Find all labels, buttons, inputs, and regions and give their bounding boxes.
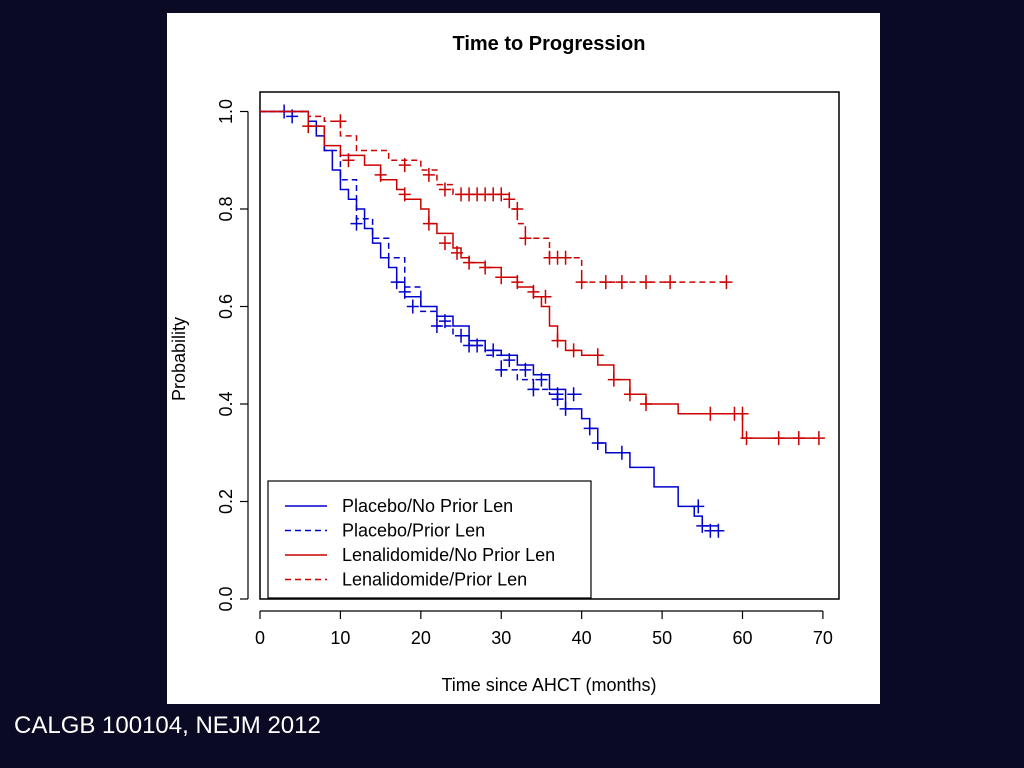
censor-mark xyxy=(664,275,677,290)
censor-mark xyxy=(519,362,532,377)
censor-mark xyxy=(390,275,403,290)
plot-panel: Time to Progression 0 10 20 30 40 50 60 70 0.0 0… xyxy=(167,13,880,704)
x-tick-label: 0 xyxy=(255,628,265,648)
censor-mark xyxy=(374,167,387,182)
censor-mark xyxy=(812,431,825,446)
censor-mark xyxy=(479,260,492,275)
series-3 xyxy=(260,110,825,446)
censor-mark xyxy=(591,348,604,363)
x-tick-label: 60 xyxy=(732,628,752,648)
censor-mark xyxy=(772,431,785,446)
censor-mark xyxy=(527,284,540,299)
y-tick-label: 0.6 xyxy=(216,294,236,319)
legend-label: Placebo/No Prior Len xyxy=(342,496,513,516)
y-axis-label: Probability xyxy=(169,317,189,401)
censor-mark xyxy=(463,255,476,270)
legend-box xyxy=(267,480,592,599)
censor-mark xyxy=(740,431,753,446)
censor-mark xyxy=(640,397,652,411)
censor-mark xyxy=(567,387,580,402)
x-tick-label: 20 xyxy=(411,628,431,648)
censor-mark xyxy=(575,275,588,290)
legend: Placebo/No Prior Len Placebo/Prior Len Len… xyxy=(267,480,592,599)
plot-frame xyxy=(259,91,840,600)
censor-mark xyxy=(422,167,435,182)
censor-mark xyxy=(559,250,572,265)
y-tick-label: 1.0 xyxy=(216,99,236,124)
censor-mark xyxy=(539,289,552,304)
censor-mark xyxy=(495,270,508,285)
censor-mark xyxy=(692,499,705,514)
censor-mark xyxy=(406,299,419,314)
censor-mark xyxy=(463,338,476,353)
y-tick-label: 0.0 xyxy=(216,586,236,611)
censor-mark xyxy=(615,445,628,460)
y-tick-label: 0.4 xyxy=(216,391,236,416)
censor-mark xyxy=(430,319,443,333)
censor-mark xyxy=(527,382,540,397)
x-tick-label: 10 xyxy=(330,628,350,648)
censor-mark xyxy=(495,362,508,377)
y-tick-label: 0.2 xyxy=(216,489,236,514)
censor-mark xyxy=(640,275,652,290)
censor-mark xyxy=(736,406,749,421)
censor-mark xyxy=(487,343,500,358)
series-2 xyxy=(260,109,582,402)
censor-mark xyxy=(511,275,524,290)
censor-mark xyxy=(422,216,435,231)
censor-mark xyxy=(607,372,620,387)
km-chart: Time to Progression 0 10 20 30 40 50 60 70 0.00… xyxy=(169,33,840,695)
legend-label: Lenalidomide/Prior Len xyxy=(342,570,527,590)
x-tick-label: 30 xyxy=(491,628,511,648)
censor-mark xyxy=(503,192,516,207)
censor-mark xyxy=(398,187,411,202)
x-tick-label: 70 xyxy=(813,628,833,648)
censor-mark xyxy=(495,187,508,202)
censor-mark xyxy=(551,387,564,402)
censor-mark xyxy=(599,275,612,290)
censor-mark xyxy=(551,333,564,348)
censor-mark xyxy=(583,421,596,436)
series-layer xyxy=(260,104,825,538)
y-axis: 0.0 0.2 0.4 0.6 0.8 1.0 xyxy=(216,99,249,612)
series-1 xyxy=(260,104,725,538)
censor-mark xyxy=(334,114,347,129)
series-line xyxy=(260,110,582,395)
censor-mark xyxy=(720,275,733,290)
censor-mark xyxy=(302,119,315,134)
censor-mark xyxy=(398,158,411,173)
censor-mark xyxy=(623,387,636,402)
censor-mark xyxy=(438,182,451,197)
censor-mark xyxy=(591,436,604,450)
censor-mark xyxy=(696,518,709,533)
censor-mark xyxy=(438,314,451,329)
x-tick-label: 40 xyxy=(572,628,592,648)
y-tick-label: 0.8 xyxy=(216,196,236,221)
censor-mark xyxy=(704,406,717,421)
series-4 xyxy=(260,110,733,290)
censor-mark xyxy=(712,523,725,538)
x-axis-label: Time since AHCT (months) xyxy=(441,675,656,695)
censor-mark xyxy=(438,236,451,251)
x-axis: 0 10 20 30 40 50 60 70 xyxy=(255,610,833,648)
chart-title: Time to Progression xyxy=(452,33,645,55)
censor-mark xyxy=(559,401,572,416)
censor-mark xyxy=(615,275,628,290)
citation: CALGB 100104, NEJM 2012 xyxy=(14,712,321,739)
series-line xyxy=(260,110,719,527)
censor-mark xyxy=(511,202,524,216)
x-tick-label: 50 xyxy=(652,628,672,648)
censor-mark xyxy=(567,343,580,358)
censor-mark xyxy=(535,372,548,387)
censor-mark xyxy=(519,231,532,246)
legend-label: Lenalidomide/No Prior Len xyxy=(342,545,555,565)
censor-mark xyxy=(503,353,516,368)
censor-mark xyxy=(451,245,464,260)
legend-label: Placebo/Prior Len xyxy=(342,521,485,541)
censor-mark xyxy=(342,153,355,168)
censor-mark xyxy=(792,431,805,446)
